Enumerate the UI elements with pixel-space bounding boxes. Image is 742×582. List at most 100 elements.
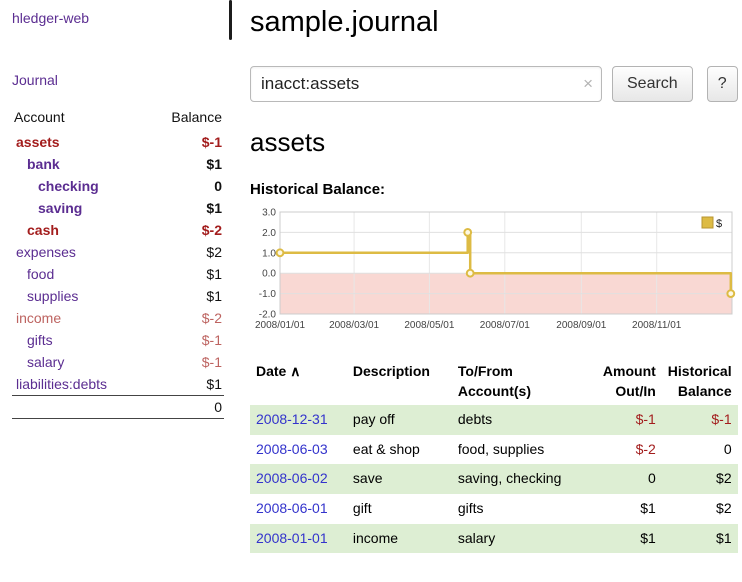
- page-title: sample.journal: [250, 6, 439, 38]
- search-input[interactable]: [250, 66, 602, 102]
- sidebar-account-link-food[interactable]: food: [27, 266, 55, 282]
- x-tick-label: 2008/11/01: [632, 320, 682, 331]
- account-balance: $1: [206, 376, 222, 392]
- amount-cell: $-1: [635, 411, 656, 428]
- account-name-cell: assets: [12, 131, 148, 153]
- accounts-header-row: Account Balance: [12, 105, 224, 131]
- account-name-cell: gifts: [12, 329, 148, 351]
- account-balance: $-1: [201, 354, 222, 370]
- accounts-total-row: 0: [12, 395, 224, 419]
- y-tick-label: 2.0: [262, 228, 276, 239]
- account-name-cell: salary: [12, 351, 148, 373]
- register-row[interactable]: 2008-06-03 eat & shop food, supplies $-2 0: [250, 435, 738, 465]
- legend-swatch: [701, 216, 714, 229]
- data-point: [463, 228, 473, 237]
- sidebar-account-link-income[interactable]: income: [16, 310, 62, 326]
- accounts-cell: saving, checking: [457, 470, 562, 487]
- sidebar-account-link-checking[interactable]: checking: [38, 178, 99, 194]
- sidebar-account-link-gifts[interactable]: gifts: [27, 332, 53, 348]
- accounts-total-balance: 0: [147, 395, 224, 419]
- x-tick-label: 2008/05/01: [404, 320, 454, 331]
- x-tick-label: 2008/03/01: [329, 320, 379, 331]
- account-name-cell: supplies: [12, 285, 148, 307]
- account-balance: $-2: [201, 222, 222, 238]
- balance-cell: $2: [716, 470, 732, 487]
- y-tick-label: 3.0: [262, 208, 276, 219]
- data-point: [726, 289, 736, 298]
- sidebar-account-link-assets[interactable]: assets: [16, 134, 60, 150]
- date-cell: 2008-06-03: [250, 435, 347, 465]
- transaction-date-link[interactable]: 2008-06-02: [256, 470, 328, 487]
- y-tick-label: -2.0: [259, 310, 277, 321]
- register-row[interactable]: 2008-06-02 save saving, checking 0 $2: [250, 464, 738, 494]
- account-row: supplies $1: [12, 285, 224, 307]
- date-cell: 2008-06-01: [250, 494, 347, 524]
- register-row[interactable]: 2008-12-31 pay off debts $-1 $-1: [250, 405, 738, 435]
- amount-cell: $1: [640, 529, 656, 546]
- x-tick-label: 2008/01/01: [255, 320, 305, 331]
- clear-search-icon[interactable]: ×: [583, 74, 593, 93]
- account-balance: $2: [206, 244, 222, 260]
- data-point: [275, 248, 285, 258]
- app-title-link[interactable]: hledger-web: [12, 10, 90, 26]
- register-table: Date ∧ Description To/From Account(s) Amoun…: [250, 358, 738, 554]
- scrollbar-thumb[interactable]: [229, 0, 232, 40]
- accounts-tbody: assets $-1 bank $1 checking 0 saving $1 cash $-2 e…: [12, 131, 224, 396]
- amount-cell: 0: [648, 470, 656, 487]
- register-tbody: 2008-12-31 pay off debts $-1 $-1 2008-06-03 ea…: [250, 405, 738, 554]
- date-cell: 2008-01-01: [250, 524, 347, 554]
- transaction-date-link[interactable]: 2008-01-01: [256, 529, 328, 546]
- register-row[interactable]: 2008-06-01 gift gifts $1 $2: [250, 494, 738, 524]
- account-name-cell: checking: [12, 175, 148, 197]
- account-balance: $-2: [201, 310, 222, 326]
- account-name-cell: cash: [12, 219, 148, 241]
- search-input-wrap: ×: [250, 66, 602, 102]
- x-tick-label: 2008/09/01: [556, 320, 606, 331]
- account-balance: 0: [214, 178, 222, 194]
- transaction-date-link[interactable]: 2008-06-01: [256, 499, 328, 516]
- legend-label: $: [716, 218, 722, 230]
- sidebar-account-link-expenses[interactable]: expenses: [16, 244, 76, 260]
- description-cell: eat & shop: [352, 440, 420, 457]
- account-balance: $-1: [201, 134, 222, 150]
- account-row: checking 0: [12, 175, 224, 197]
- date-cell: 2008-06-02: [250, 464, 347, 494]
- sidebar-account-link-liabilities-debts[interactable]: liabilities:debts: [16, 376, 108, 392]
- account-row: gifts $-1: [12, 329, 224, 351]
- y-tick-label: 1.0: [262, 248, 276, 259]
- register-header-date[interactable]: Date ∧: [256, 363, 301, 379]
- account-name-cell: bank: [12, 153, 148, 175]
- search-button[interactable]: Search: [612, 66, 693, 102]
- account-name-cell: liabilities:debts: [12, 373, 148, 396]
- account-row: saving $1: [12, 197, 224, 219]
- account-balance: $-1: [201, 332, 222, 348]
- sidebar-item-journal[interactable]: Journal: [12, 72, 58, 88]
- y-tick-label: -1.0: [259, 289, 277, 300]
- sidebar-account-link-supplies[interactable]: supplies: [27, 288, 79, 304]
- sidebar-account-link-saving[interactable]: saving: [38, 200, 83, 216]
- account-name-cell: expenses: [12, 241, 148, 263]
- chart-title: Historical Balance:: [250, 181, 386, 198]
- account-name-cell: saving: [12, 197, 148, 219]
- account-row: salary $-1: [12, 351, 224, 373]
- search-bar: × Search ?: [250, 66, 738, 102]
- accounts-cell: food, supplies: [457, 440, 545, 457]
- help-button[interactable]: ?: [706, 66, 738, 102]
- register-row[interactable]: 2008-01-01 income salary $1 $1: [250, 523, 738, 554]
- accounts-header-balance: Balance: [171, 109, 222, 125]
- sidebar-account-link-salary[interactable]: salary: [27, 354, 65, 370]
- account-row: assets $-1: [12, 131, 224, 153]
- transaction-date-link[interactable]: 2008-12-31: [256, 411, 328, 428]
- sidebar-account-link-bank[interactable]: bank: [27, 156, 60, 172]
- y-tick-label: 0.0: [262, 269, 276, 280]
- x-tick-label: 2008/07/01: [480, 320, 530, 331]
- account-balance: $1: [206, 200, 222, 216]
- sidebar-account-link-cash[interactable]: cash: [27, 222, 59, 238]
- account-row: bank $1: [12, 153, 224, 175]
- transaction-date-link[interactable]: 2008-06-03: [256, 440, 328, 457]
- account-balance: $1: [206, 266, 222, 282]
- accounts-total-spacer: [12, 395, 148, 419]
- balance-cell: $2: [716, 499, 732, 516]
- amount-cell: $-2: [635, 440, 656, 457]
- account-balance: $1: [206, 288, 222, 304]
